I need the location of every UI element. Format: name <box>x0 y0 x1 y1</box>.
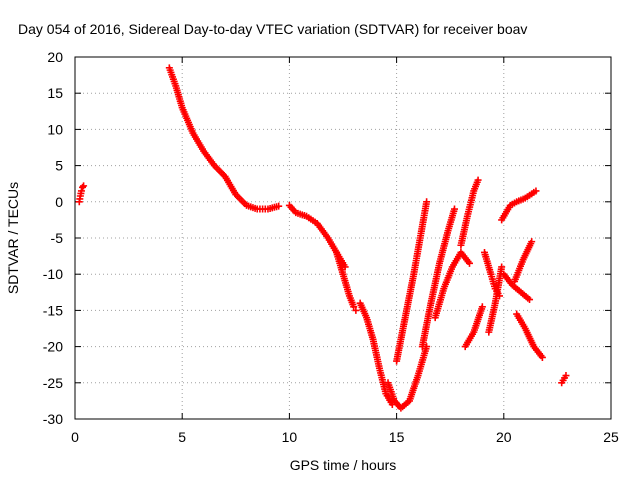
y-tick-label: 15 <box>47 85 63 101</box>
data-point <box>538 353 546 361</box>
y-tick-label: 10 <box>47 121 63 137</box>
y-tick-label: -15 <box>43 302 63 318</box>
data-point <box>77 187 85 195</box>
y-tick-label: 20 <box>47 49 63 65</box>
x-tick-label: 0 <box>71 429 79 445</box>
data-point <box>79 183 87 191</box>
data-point <box>498 263 506 271</box>
y-tick-label: -20 <box>43 339 63 355</box>
data-point <box>80 182 88 190</box>
x-tick-label: 10 <box>282 429 298 445</box>
data-point <box>478 303 486 311</box>
data-point <box>562 372 570 380</box>
data-point <box>352 306 360 314</box>
data-point <box>526 296 534 304</box>
y-tick-label: -25 <box>43 375 63 391</box>
data-point <box>465 259 473 267</box>
y-tick-label: -5 <box>51 230 64 246</box>
y-tick-label: 5 <box>55 158 63 174</box>
data-point <box>532 187 540 195</box>
x-tick-label: 15 <box>389 429 405 445</box>
x-axis-label: GPS time / hours <box>290 457 397 473</box>
data-point <box>450 205 458 213</box>
data-point <box>528 238 536 246</box>
grid <box>75 57 611 419</box>
axis-ticks: 0 5 10 15 20 25 -30 -25 -20 -15 -10 -5 0 5 10 15 20 <box>43 49 619 445</box>
data-point <box>423 198 431 206</box>
y-tick-label: 0 <box>55 194 63 210</box>
data-points <box>75 64 570 412</box>
y-tick-label: -30 <box>43 411 63 427</box>
chart-title: Day 054 of 2016, Sidereal Day-to-day VTE… <box>18 21 527 37</box>
x-tick-label: 5 <box>178 429 186 445</box>
y-axis-label: SDTVAR / TECUs <box>5 182 21 294</box>
data-point <box>275 202 283 210</box>
x-tick-label: 20 <box>496 429 512 445</box>
y-tick-label: -10 <box>43 266 63 282</box>
data-point <box>350 303 358 311</box>
x-tick-label: 25 <box>603 429 619 445</box>
data-point <box>474 176 482 184</box>
